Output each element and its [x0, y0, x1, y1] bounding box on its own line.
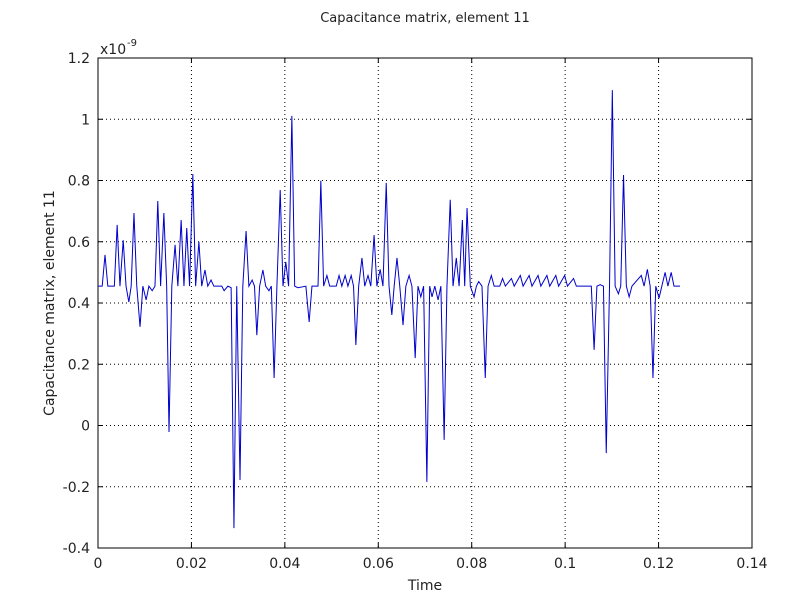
y-tick-label: 0.4 — [68, 296, 90, 312]
x-tick-label: 0 — [94, 556, 103, 572]
x-tick-label: 0.02 — [176, 556, 207, 572]
plot-frame — [97, 57, 753, 549]
chart-title: Capacitance matrix, element 11 — [320, 11, 530, 26]
x-tick-label: 0.04 — [269, 556, 300, 572]
x-tick-label: 0.14 — [736, 556, 767, 572]
y-tick-label: -0.4 — [63, 541, 90, 557]
y-tick-label: 1.2 — [68, 51, 90, 67]
y-multiplier: x10 — [100, 42, 126, 58]
y-tick-label: 0.8 — [68, 174, 90, 190]
x-tick-label: 0.1 — [554, 556, 576, 572]
x-tick-label: 0.12 — [643, 556, 674, 572]
y-tick-label: 0.6 — [68, 235, 90, 251]
x-axis-label: Time — [407, 578, 442, 594]
data-line — [98, 90, 681, 529]
y-tick-label: 1 — [81, 112, 90, 128]
y-tick-label: 0.2 — [68, 357, 90, 373]
y-tick-label: -0.2 — [63, 480, 90, 496]
y-axis-label: Capacitance matrix, element 11 — [42, 190, 58, 416]
x-tick-label: 0.08 — [456, 556, 487, 572]
y-multiplier-exponent: -9 — [127, 38, 137, 49]
y-tick-label: 0 — [81, 419, 90, 435]
x-tick-label: 0.06 — [363, 556, 394, 572]
